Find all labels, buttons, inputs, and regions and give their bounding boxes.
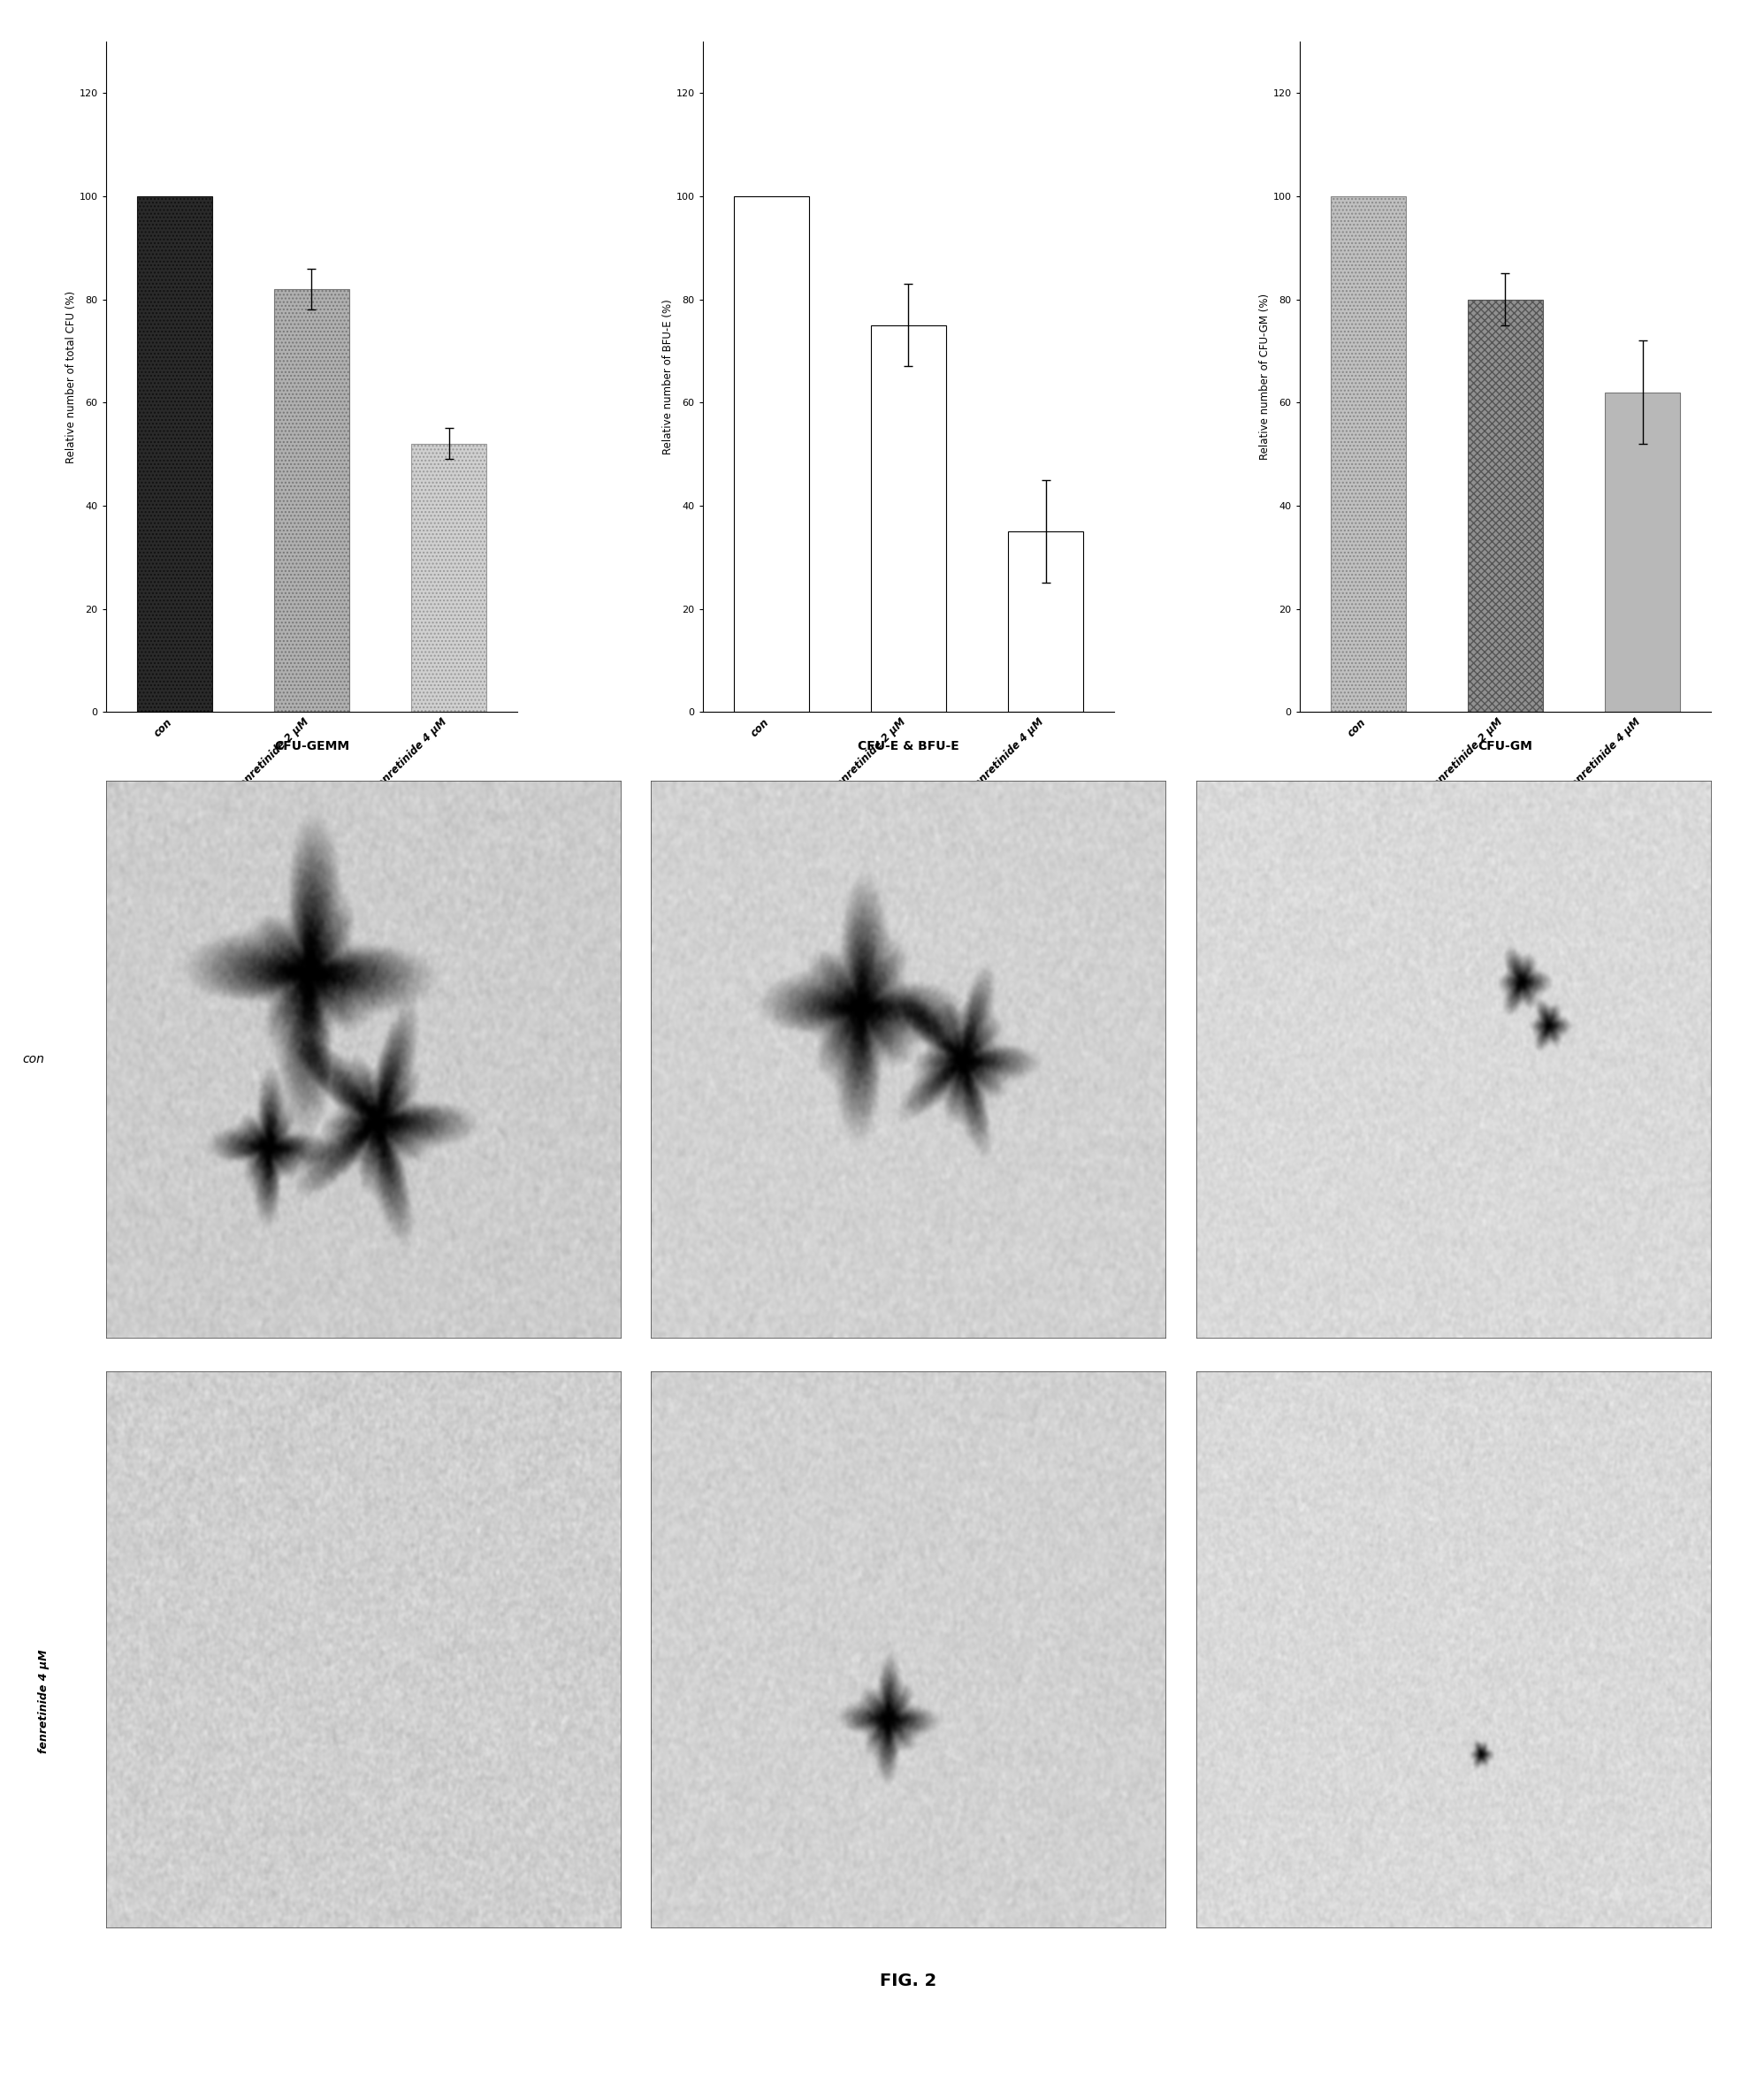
Bar	[734, 197, 810, 712]
Y-axis label: Relative number of BFU-E (%): Relative number of BFU-E (%)	[662, 299, 674, 455]
Bar	[1007, 531, 1083, 712]
Bar	[871, 326, 946, 712]
Text: CFU-GM: CFU-GM	[1478, 741, 1533, 754]
Text: FIG. 2: FIG. 2	[880, 1972, 937, 1989]
Bar	[1468, 299, 1544, 712]
Bar	[1330, 197, 1406, 712]
Y-axis label: Relative number of total CFU (%): Relative number of total CFU (%)	[65, 291, 76, 463]
Text: fenretinide 4 μM: fenretinide 4 μM	[39, 1648, 49, 1754]
Text: con: con	[23, 1053, 44, 1065]
Text: CFU-GEMM: CFU-GEMM	[273, 741, 349, 754]
Bar	[136, 197, 212, 712]
Bar	[411, 444, 487, 712]
Y-axis label: Relative number of CFU-GM (%): Relative number of CFU-GM (%)	[1259, 293, 1270, 461]
Text: CFU-E & BFU-E: CFU-E & BFU-E	[857, 741, 960, 754]
Bar	[273, 289, 349, 712]
Bar	[1605, 392, 1679, 712]
